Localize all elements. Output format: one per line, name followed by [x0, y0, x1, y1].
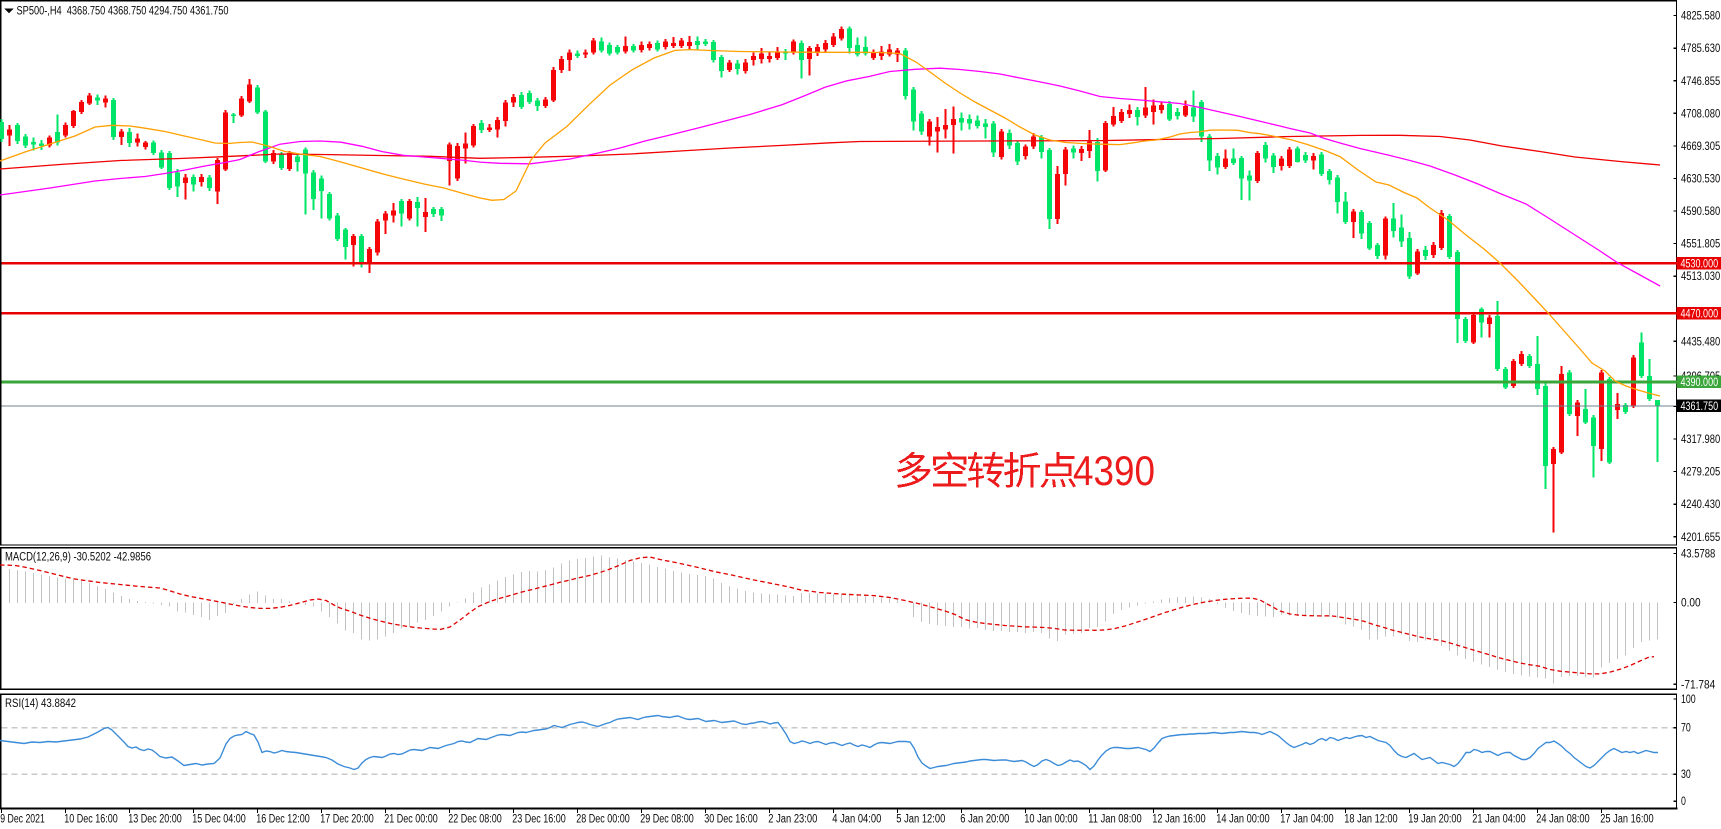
svg-text:10 Jan 00:00: 10 Jan 00:00 — [1024, 813, 1077, 825]
svg-text:4630.530: 4630.530 — [1681, 174, 1720, 186]
svg-text:24 Jan 08:00: 24 Jan 08:00 — [1536, 813, 1589, 825]
svg-text:4390: 4390 — [1073, 447, 1155, 494]
svg-text:29 Dec 08:00: 29 Dec 08:00 — [640, 813, 693, 825]
svg-text:43.5788: 43.5788 — [1681, 549, 1715, 561]
svg-text:25 Jan 16:00: 25 Jan 16:00 — [1600, 813, 1653, 825]
svg-text:4317.980: 4317.980 — [1681, 434, 1720, 446]
svg-text:22 Dec 08:00: 22 Dec 08:00 — [448, 813, 501, 825]
svg-text:13 Dec 20:00: 13 Dec 20:00 — [128, 813, 181, 825]
svg-text:4825.580: 4825.580 — [1681, 11, 1720, 23]
svg-text:17 Jan 04:00: 17 Jan 04:00 — [1280, 813, 1333, 825]
svg-text:17 Dec 20:00: 17 Dec 20:00 — [320, 813, 373, 825]
svg-text:4669.305: 4669.305 — [1681, 141, 1720, 153]
svg-text:4 Jan 04:00: 4 Jan 04:00 — [832, 813, 881, 825]
svg-text:0: 0 — [1681, 796, 1686, 808]
svg-text:30 Dec 16:00: 30 Dec 16:00 — [704, 813, 757, 825]
svg-text:4590.580: 4590.580 — [1681, 206, 1720, 218]
svg-text:4470.000: 4470.000 — [1681, 308, 1719, 320]
svg-text:28 Dec 00:00: 28 Dec 00:00 — [576, 813, 629, 825]
svg-text:19 Jan 20:00: 19 Jan 20:00 — [1408, 813, 1461, 825]
svg-text:6 Jan 20:00: 6 Jan 20:00 — [960, 813, 1009, 825]
svg-text:4513.030: 4513.030 — [1681, 271, 1720, 283]
svg-text:SP500-,H4 4368.750 4368.750 4: SP500-,H4 4368.750 4368.750 4294.750 436… — [17, 5, 229, 17]
svg-text:MACD(12,26,9) -30.5202 -42.985: MACD(12,26,9) -30.5202 -42.9856 — [5, 552, 151, 564]
svg-text:4361.750: 4361.750 — [1681, 401, 1719, 413]
svg-text:9 Dec 2021: 9 Dec 2021 — [0, 813, 45, 825]
svg-text:70: 70 — [1681, 723, 1691, 735]
svg-text:5 Jan 12:00: 5 Jan 12:00 — [896, 813, 945, 825]
svg-text:18 Jan 12:00: 18 Jan 12:00 — [1344, 813, 1397, 825]
svg-text:100: 100 — [1681, 694, 1696, 706]
svg-text:14 Jan 00:00: 14 Jan 00:00 — [1216, 813, 1269, 825]
svg-text:15 Dec 04:00: 15 Dec 04:00 — [192, 813, 245, 825]
svg-text:4201.655: 4201.655 — [1681, 532, 1720, 544]
svg-text:12 Jan 16:00: 12 Jan 16:00 — [1152, 813, 1205, 825]
svg-text:4530.000: 4530.000 — [1681, 258, 1719, 270]
svg-text:21 Dec 00:00: 21 Dec 00:00 — [384, 813, 437, 825]
svg-text:10 Dec 16:00: 10 Dec 16:00 — [64, 813, 117, 825]
svg-text:30: 30 — [1681, 769, 1691, 781]
svg-text:21 Jan 04:00: 21 Jan 04:00 — [1472, 813, 1525, 825]
svg-text:4435.480: 4435.480 — [1681, 336, 1720, 348]
svg-text:23 Dec 16:00: 23 Dec 16:00 — [512, 813, 565, 825]
svg-text:4240.430: 4240.430 — [1681, 499, 1720, 511]
svg-text:4551.805: 4551.805 — [1681, 239, 1720, 251]
svg-text:4785.630: 4785.630 — [1681, 43, 1720, 55]
svg-text:-71.784: -71.784 — [1681, 679, 1716, 691]
svg-text:4746.855: 4746.855 — [1681, 76, 1720, 88]
svg-text:16 Dec 12:00: 16 Dec 12:00 — [256, 813, 309, 825]
svg-text:RSI(14) 43.8842: RSI(14) 43.8842 — [5, 698, 76, 710]
svg-text:4390.000: 4390.000 — [1681, 377, 1719, 389]
svg-text:2 Jan 23:00: 2 Jan 23:00 — [768, 813, 817, 825]
svg-text:4279.205: 4279.205 — [1681, 467, 1720, 479]
svg-text:4708.080: 4708.080 — [1681, 108, 1720, 120]
svg-text:0.00: 0.00 — [1681, 598, 1701, 610]
svg-text:11 Jan 08:00: 11 Jan 08:00 — [1088, 813, 1141, 825]
